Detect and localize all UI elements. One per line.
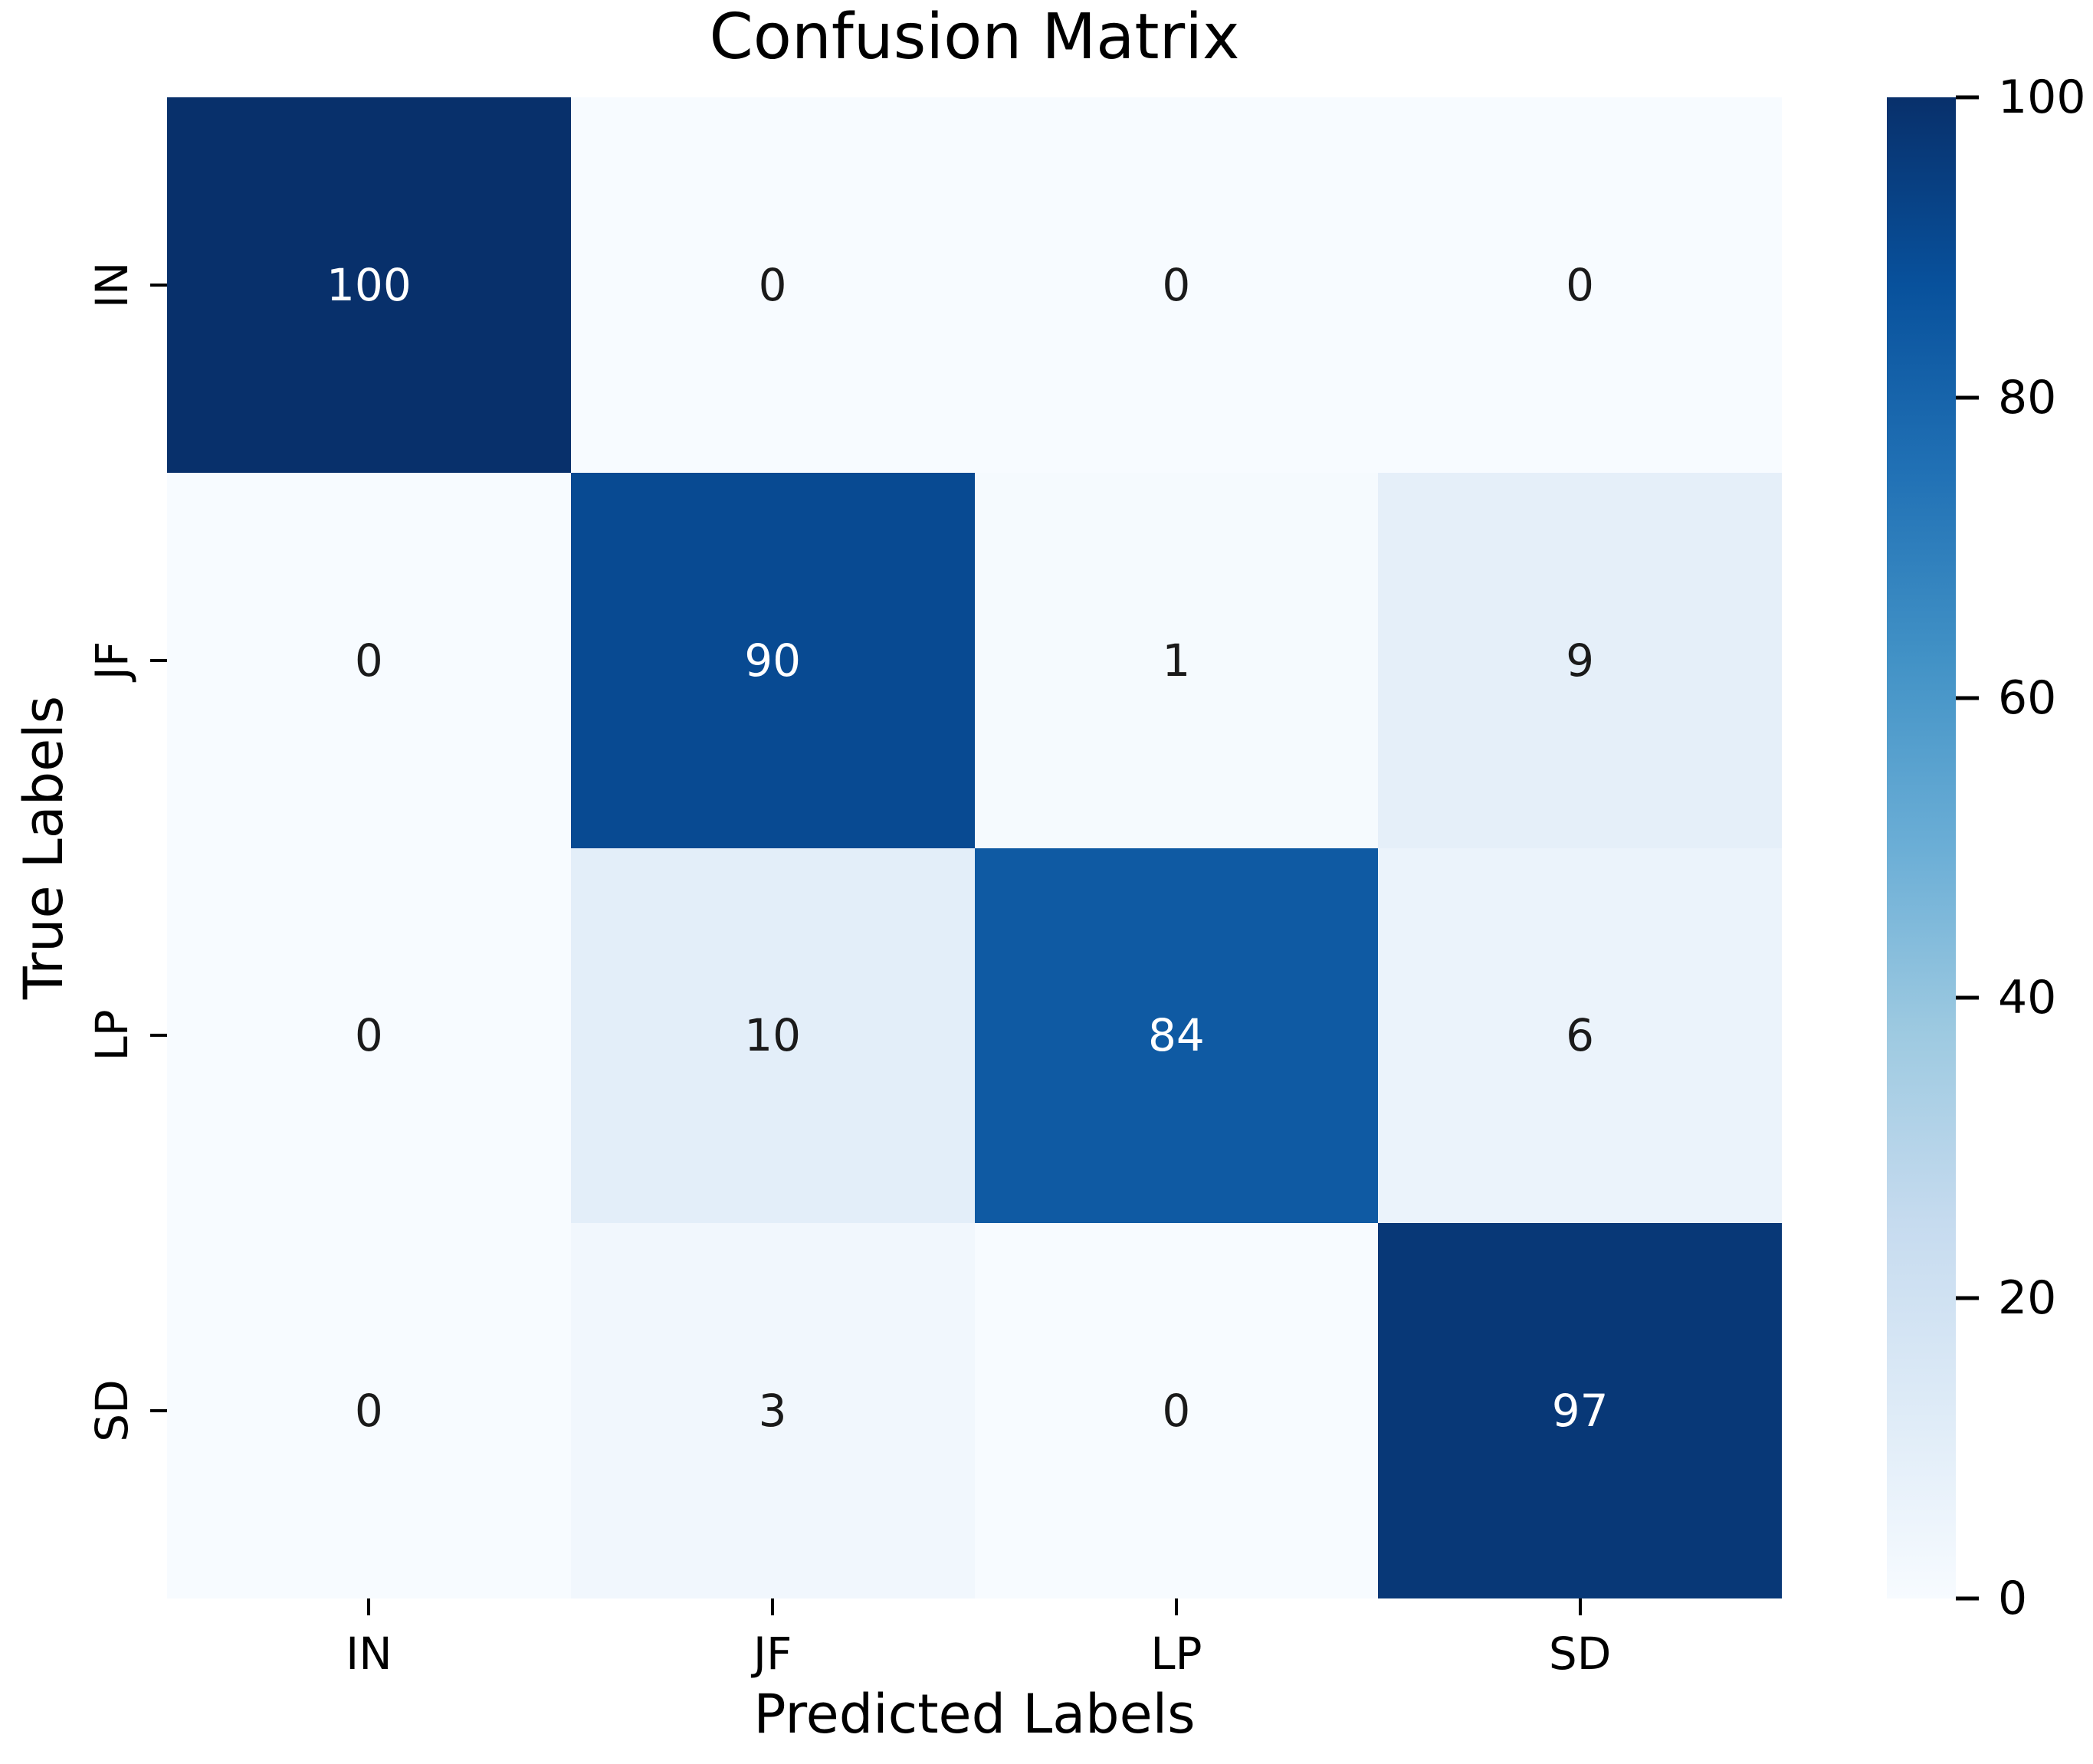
colorbar-tick-label-40: 40 <box>1998 971 2057 1025</box>
x-tick-label-IN: IN <box>346 1628 392 1680</box>
colorbar-tick-mark-0 <box>1956 1596 1979 1601</box>
heatmap-cell-JF-IN: 0 <box>167 472 571 848</box>
colorbar-tick-mark-20 <box>1956 1296 1979 1300</box>
heatmap-cell-IN-LP: 0 <box>974 97 1379 473</box>
y-tick-label-IN: IN <box>86 261 138 309</box>
y-axis-label: True Labels <box>12 695 75 1000</box>
y-tick-label-SD: SD <box>86 1379 138 1442</box>
heatmap-cell-SD-IN: 0 <box>167 1223 571 1598</box>
heatmap-cell-IN-SD: 0 <box>1378 97 1782 473</box>
chart-title: Confusion Matrix <box>709 1 1240 74</box>
heatmap-cell-JF-JF: 90 <box>570 472 975 848</box>
x-tick-mark-JF <box>771 1598 775 1615</box>
y-tick-mark-SD <box>150 1409 167 1413</box>
heatmap-cell-SD-LP: 0 <box>974 1223 1379 1598</box>
colorbar-tick-mark-80 <box>1956 395 1979 400</box>
x-tick-label-JF: JF <box>753 1628 792 1680</box>
x-tick-label-LP: LP <box>1150 1628 1202 1680</box>
heatmap-cell-LP-IN: 0 <box>167 848 571 1224</box>
heatmap-cell-JF-LP: 1 <box>974 472 1379 848</box>
x-axis-label: Predicted Labels <box>753 1683 1196 1746</box>
heatmap-cell-LP-SD: 6 <box>1378 848 1782 1224</box>
heatmap-cell-SD-SD: 97 <box>1378 1223 1782 1598</box>
heatmap-cell-JF-SD: 9 <box>1378 472 1782 848</box>
colorbar-tick-mark-60 <box>1956 696 1979 700</box>
colorbar-tick-label-0: 0 <box>1998 1572 2028 1625</box>
y-tick-mark-JF <box>150 658 167 662</box>
colorbar-tick-label-60: 60 <box>1998 671 2057 725</box>
colorbar-tick-mark-40 <box>1956 995 1979 1000</box>
x-tick-mark-LP <box>1174 1598 1178 1615</box>
heatmap-cell-SD-JF: 3 <box>570 1223 975 1598</box>
colorbar-gradient <box>1887 97 1956 1598</box>
heatmap-cell-IN-IN: 100 <box>167 97 571 473</box>
colorbar-tick-label-20: 20 <box>1998 1271 2057 1326</box>
y-tick-mark-IN <box>150 283 167 287</box>
heatmap-cell-LP-JF: 10 <box>570 848 975 1224</box>
heatmap-cell-IN-JF: 0 <box>570 97 975 473</box>
y-tick-mark-LP <box>150 1034 167 1038</box>
x-tick-label-SD: SD <box>1548 1628 1612 1680</box>
y-tick-label-LP: LP <box>86 1009 138 1062</box>
y-tick-label-JF: JF <box>86 641 138 680</box>
x-tick-mark-IN <box>367 1598 371 1615</box>
heatmap-grid: 100 0 0 0 0 90 1 9 0 10 84 6 0 3 0 97 <box>167 97 1782 1598</box>
colorbar-tick-mark-100 <box>1956 95 1979 100</box>
colorbar-tick-label-100: 100 <box>1998 70 2086 124</box>
x-tick-mark-SD <box>1578 1598 1582 1615</box>
colorbar-tick-label-80: 80 <box>1998 370 2057 425</box>
heatmap-cell-LP-LP: 84 <box>974 848 1379 1224</box>
